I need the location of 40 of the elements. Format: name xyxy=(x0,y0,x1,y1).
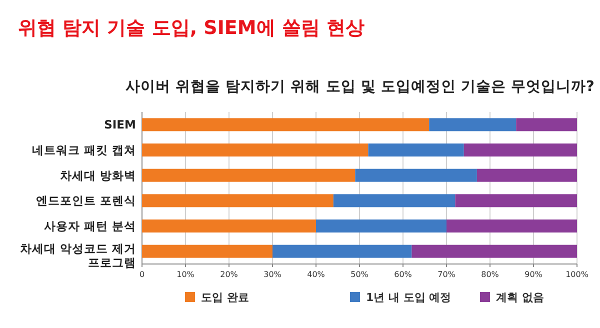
bar xyxy=(142,244,272,258)
x-tick-label: 60% xyxy=(394,270,412,279)
bar xyxy=(333,194,456,208)
y-tick-label: 사용자 패턴 분석 xyxy=(44,219,136,233)
bar xyxy=(455,194,577,208)
x-tick-label: 100% xyxy=(566,270,589,279)
x-tick-label: 0 xyxy=(139,270,145,279)
x-tick-label: 40% xyxy=(307,270,326,279)
x-tick-label: 80% xyxy=(481,270,500,279)
bar xyxy=(355,168,477,182)
bar xyxy=(272,244,412,258)
y-tick-label: 차세대 방화벽 xyxy=(60,168,136,182)
y-tick-label: 엔드포인트 포렌식 xyxy=(36,194,136,208)
bar xyxy=(142,194,334,208)
legend-label: 1년 내 도입 예정 xyxy=(366,291,452,304)
bar xyxy=(368,144,464,156)
bar xyxy=(464,144,577,156)
chart-subtitle: 사이버 위협을 탐지하기 위해 도입 및 도입예정인 기술은 무엇입니까? xyxy=(126,79,594,95)
bar xyxy=(516,118,577,132)
bar xyxy=(142,220,316,232)
bar xyxy=(142,118,430,132)
legend-label: 도입 완료 xyxy=(201,291,249,304)
y-tick-label: 네트워크 패킷 캡쳐 xyxy=(32,143,136,157)
y-tick-label: SIEM xyxy=(104,118,136,132)
x-tick-label: 20% xyxy=(220,270,238,279)
bar xyxy=(316,220,446,232)
bar xyxy=(142,168,356,182)
x-tick-label: 90% xyxy=(524,270,543,279)
x-tick-label: 30% xyxy=(264,270,282,279)
legend-label: 계획 없음 xyxy=(496,291,544,304)
x-tick-label: 10% xyxy=(176,270,195,279)
bar xyxy=(412,244,577,258)
bar xyxy=(446,220,577,232)
bar xyxy=(476,168,577,182)
x-tick-label: 70% xyxy=(438,270,456,279)
chart-title: 위협 탐지 기술 도입, SIEM에 쏠림 현상 xyxy=(18,17,365,39)
bar xyxy=(429,118,516,132)
bar xyxy=(142,144,368,156)
x-tick-label: 50% xyxy=(350,270,369,279)
y-tick-label: 차세대 악성코드 제거 프로그램 xyxy=(20,241,136,270)
